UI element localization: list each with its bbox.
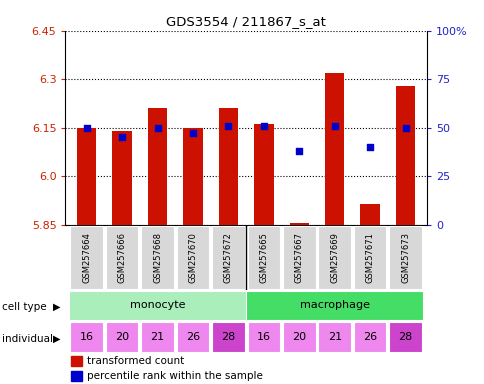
FancyBboxPatch shape bbox=[353, 322, 386, 352]
Bar bbox=[254, 124, 273, 225]
Text: cell type: cell type bbox=[2, 302, 47, 312]
FancyBboxPatch shape bbox=[106, 226, 138, 289]
Bar bbox=[112, 131, 132, 225]
Text: GSM257671: GSM257671 bbox=[365, 232, 374, 283]
Text: GSM257673: GSM257673 bbox=[400, 232, 409, 283]
Text: GSM257672: GSM257672 bbox=[224, 232, 232, 283]
Bar bbox=[71, 356, 82, 366]
Text: GSM257664: GSM257664 bbox=[82, 232, 91, 283]
Text: 26: 26 bbox=[185, 332, 200, 342]
Bar bbox=[71, 371, 82, 381]
Text: GSM257667: GSM257667 bbox=[294, 232, 303, 283]
FancyBboxPatch shape bbox=[318, 226, 350, 289]
FancyBboxPatch shape bbox=[247, 226, 280, 289]
FancyBboxPatch shape bbox=[389, 322, 421, 352]
Bar bbox=[395, 86, 414, 225]
FancyBboxPatch shape bbox=[318, 322, 350, 352]
Bar bbox=[360, 204, 379, 225]
Text: transformed count: transformed count bbox=[87, 356, 184, 366]
FancyBboxPatch shape bbox=[353, 226, 386, 289]
Text: 28: 28 bbox=[397, 332, 412, 342]
Point bbox=[259, 122, 267, 129]
Bar bbox=[324, 73, 344, 225]
Title: GDS3554 / 211867_s_at: GDS3554 / 211867_s_at bbox=[166, 15, 325, 28]
FancyBboxPatch shape bbox=[245, 291, 423, 320]
Bar bbox=[289, 223, 308, 225]
Point bbox=[330, 122, 338, 129]
Bar bbox=[148, 108, 167, 225]
FancyBboxPatch shape bbox=[141, 322, 173, 352]
Bar bbox=[218, 108, 238, 225]
Point bbox=[295, 148, 302, 154]
FancyBboxPatch shape bbox=[69, 291, 245, 320]
Text: monocyte: monocyte bbox=[130, 300, 185, 310]
Text: 16: 16 bbox=[79, 332, 93, 342]
Text: ▶: ▶ bbox=[53, 334, 60, 344]
Text: ▶: ▶ bbox=[53, 302, 60, 312]
Text: 21: 21 bbox=[327, 332, 341, 342]
Text: percentile rank within the sample: percentile rank within the sample bbox=[87, 371, 262, 381]
FancyBboxPatch shape bbox=[212, 226, 244, 289]
FancyBboxPatch shape bbox=[176, 226, 209, 289]
Text: GSM257666: GSM257666 bbox=[118, 232, 126, 283]
FancyBboxPatch shape bbox=[282, 226, 315, 289]
FancyBboxPatch shape bbox=[282, 322, 315, 352]
Point bbox=[189, 131, 197, 137]
FancyBboxPatch shape bbox=[247, 322, 280, 352]
FancyBboxPatch shape bbox=[70, 322, 103, 352]
FancyBboxPatch shape bbox=[176, 322, 209, 352]
Text: 28: 28 bbox=[221, 332, 235, 342]
FancyBboxPatch shape bbox=[141, 226, 173, 289]
FancyBboxPatch shape bbox=[389, 226, 421, 289]
Text: macrophage: macrophage bbox=[299, 300, 369, 310]
FancyBboxPatch shape bbox=[212, 322, 244, 352]
Text: 16: 16 bbox=[257, 332, 270, 342]
Text: 26: 26 bbox=[363, 332, 377, 342]
Point bbox=[118, 134, 126, 141]
Text: GSM257670: GSM257670 bbox=[188, 232, 197, 283]
Text: individual: individual bbox=[2, 334, 53, 344]
FancyBboxPatch shape bbox=[106, 322, 138, 352]
Point bbox=[401, 125, 408, 131]
Text: GSM257665: GSM257665 bbox=[259, 232, 268, 283]
Text: 21: 21 bbox=[150, 332, 164, 342]
Bar bbox=[77, 128, 96, 225]
FancyBboxPatch shape bbox=[70, 226, 103, 289]
Text: 20: 20 bbox=[115, 332, 129, 342]
Point bbox=[365, 144, 373, 150]
Text: 20: 20 bbox=[291, 332, 306, 342]
Text: GSM257669: GSM257669 bbox=[330, 232, 338, 283]
Point bbox=[224, 122, 232, 129]
Point bbox=[83, 125, 91, 131]
Point bbox=[153, 125, 161, 131]
Bar bbox=[183, 128, 202, 225]
Text: GSM257668: GSM257668 bbox=[153, 232, 162, 283]
